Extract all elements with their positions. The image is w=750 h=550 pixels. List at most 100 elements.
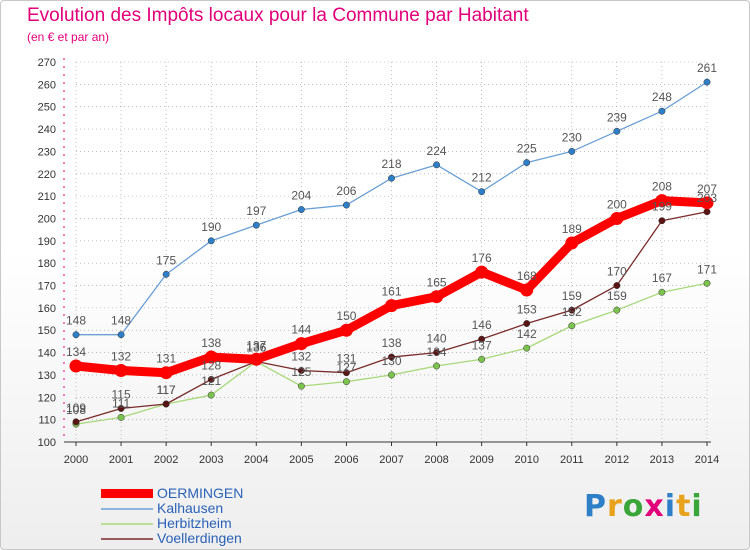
data-point-oermingen <box>475 265 489 279</box>
y-tick-label: 110 <box>38 415 56 427</box>
data-label-voellerdingen: 140 <box>427 332 447 346</box>
data-point-kalhausen <box>297 206 305 213</box>
data-point-oermingen <box>339 323 353 337</box>
y-tick-label: 130 <box>38 370 56 382</box>
data-point-oermingen <box>249 352 263 366</box>
y-tick-label: 210 <box>38 191 56 203</box>
data-point-voellerdingen <box>342 369 350 377</box>
data-label-herbitzheim: 127 <box>336 361 356 375</box>
data-label-voellerdingen: 138 <box>381 336 401 350</box>
x-tick-label: 2011 <box>560 454 584 466</box>
data-point-oermingen <box>385 299 398 313</box>
data-point-voellerdingen <box>478 335 486 343</box>
data-label-oermingen: 137 <box>246 338 266 352</box>
y-tick-label: 220 <box>38 169 56 181</box>
data-label-kalhausen: 148 <box>66 314 86 328</box>
data-label-kalhausen: 225 <box>517 142 537 156</box>
data-label-herbitzheim: 134 <box>427 345 447 359</box>
data-point-voellerdingen <box>162 400 170 408</box>
data-label-herbitzheim: 111 <box>112 396 131 410</box>
data-label-kalhausen: 148 <box>111 314 131 328</box>
data-point-kalhausen <box>568 147 576 155</box>
x-tick-label: 2008 <box>424 454 448 466</box>
data-point-voellerdingen <box>388 353 395 361</box>
logo-letter: r <box>607 489 623 524</box>
data-point-oermingen <box>700 196 714 210</box>
x-tick-label: 2007 <box>379 454 403 466</box>
data-point-voellerdingen <box>658 217 666 225</box>
data-point-voellerdingen <box>207 375 215 383</box>
data-label-oermingen: 161 <box>381 285 401 299</box>
logo-letter: x <box>644 489 665 524</box>
data-point-herbitzheim <box>613 306 621 314</box>
data-point-herbitzheim <box>478 355 486 363</box>
y-tick-label: 180 <box>38 258 56 270</box>
x-tick-label: 2006 <box>334 454 358 466</box>
data-label-oermingen: 200 <box>607 197 627 211</box>
y-tick-label: 140 <box>38 348 56 360</box>
data-label-herbitzheim: 130 <box>381 354 401 368</box>
data-point-voellerdingen <box>703 208 711 216</box>
data-label-voellerdingen: 203 <box>697 191 717 205</box>
data-label-kalhausen: 239 <box>607 110 627 124</box>
data-label-herbitzheim: 136 <box>246 341 266 355</box>
logo-letter: i <box>691 489 703 524</box>
data-point-herbitzheim <box>568 322 576 330</box>
data-point-voellerdingen <box>117 405 125 412</box>
data-label-herbitzheim: 108 <box>66 403 86 417</box>
y-tick-label: 100 <box>38 437 56 449</box>
data-label-herbitzheim: 117 <box>157 383 176 397</box>
data-label-kalhausen: 261 <box>697 61 717 75</box>
data-point-kalhausen <box>342 201 350 209</box>
legend-label-voellerdingen: Voellerdingen <box>157 530 242 546</box>
legend-swatch-voellerdingen <box>101 538 153 540</box>
data-point-kalhausen <box>703 78 711 86</box>
data-point-oermingen <box>610 211 624 225</box>
data-label-kalhausen: 224 <box>427 144 447 158</box>
data-label-oermingen: 134 <box>66 345 86 359</box>
data-point-kalhausen <box>658 107 666 115</box>
y-tick-label: 270 <box>38 57 56 69</box>
data-label-kalhausen: 248 <box>652 90 672 104</box>
x-tick-label: 2002 <box>154 454 178 466</box>
legend-label-kalhausen: Kalhausen <box>157 500 224 516</box>
data-label-oermingen: 176 <box>472 251 492 265</box>
data-point-oermingen <box>204 350 218 364</box>
data-point-kalhausen <box>613 127 621 135</box>
data-label-oermingen: 132 <box>111 349 131 363</box>
data-label-voellerdingen: 153 <box>517 303 537 317</box>
data-point-voellerdingen <box>568 306 576 314</box>
data-label-voellerdingen: 199 <box>652 200 672 214</box>
data-label-oermingen: 138 <box>201 336 221 350</box>
data-label-oermingen: 144 <box>291 323 311 337</box>
data-point-herbitzheim <box>523 344 531 352</box>
x-tick-label: 2014 <box>695 454 719 466</box>
logo-letter: t <box>676 489 692 524</box>
data-label-herbitzheim: 137 <box>472 338 492 352</box>
data-label-herbitzheim: 167 <box>652 271 672 285</box>
data-label-voellerdingen: 136 <box>246 341 266 355</box>
chart-title: Evolution des Impôts locaux pour la Comm… <box>27 5 529 26</box>
x-tick-label: 2009 <box>469 454 493 466</box>
data-label-herbitzheim: 125 <box>291 365 311 379</box>
data-label-voellerdingen: 128 <box>201 358 221 372</box>
y-tick-label: 170 <box>38 281 56 293</box>
x-tick-label: 2010 <box>514 454 538 466</box>
legend-swatch-herbitzheim <box>101 523 153 525</box>
data-label-voellerdingen: 159 <box>562 289 582 303</box>
y-tick-label: 260 <box>38 79 56 91</box>
data-label-kalhausen: 204 <box>291 189 311 203</box>
data-point-oermingen <box>565 236 579 250</box>
logo-letter: o <box>622 489 645 524</box>
data-point-voellerdingen <box>72 418 80 426</box>
data-label-oermingen: 165 <box>427 276 447 290</box>
legend-swatch-kalhausen <box>101 508 153 510</box>
data-point-herbitzheim <box>388 371 395 379</box>
data-label-voellerdingen: 132 <box>291 349 311 363</box>
data-point-oermingen <box>520 283 534 297</box>
data-label-kalhausen: 230 <box>562 130 582 144</box>
data-point-kalhausen <box>207 237 215 245</box>
data-point-oermingen <box>294 337 308 351</box>
data-label-kalhausen: 190 <box>201 220 221 234</box>
